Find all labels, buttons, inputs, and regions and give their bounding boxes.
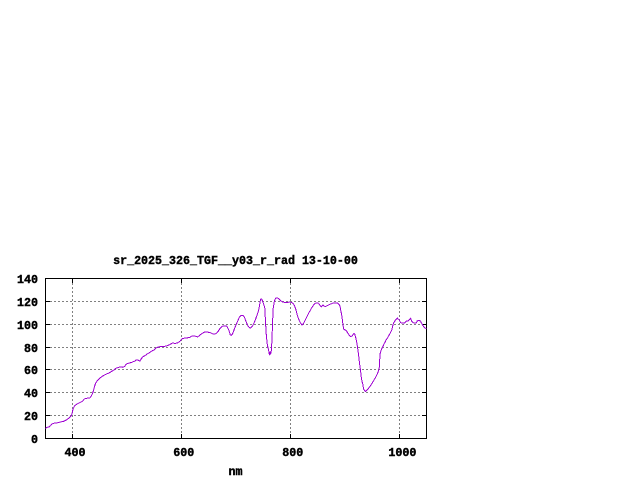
svg-text:400: 400	[65, 446, 86, 460]
svg-text:20: 20	[24, 410, 38, 424]
svg-text:800: 800	[282, 446, 303, 460]
svg-text:60: 60	[24, 364, 38, 378]
svg-text:120: 120	[17, 296, 38, 310]
svg-text:sr_2025_326_TGF__y03_r_rad 13-: sr_2025_326_TGF__y03_r_rad 13-10-00	[113, 254, 358, 268]
svg-text:80: 80	[24, 342, 38, 356]
svg-text:40: 40	[24, 387, 38, 401]
svg-text:100: 100	[17, 319, 38, 333]
svg-text:0: 0	[31, 433, 38, 447]
svg-text:600: 600	[173, 446, 194, 460]
svg-text:1000: 1000	[388, 446, 416, 460]
svg-text:140: 140	[17, 273, 38, 287]
svg-text:nm: nm	[229, 465, 243, 479]
